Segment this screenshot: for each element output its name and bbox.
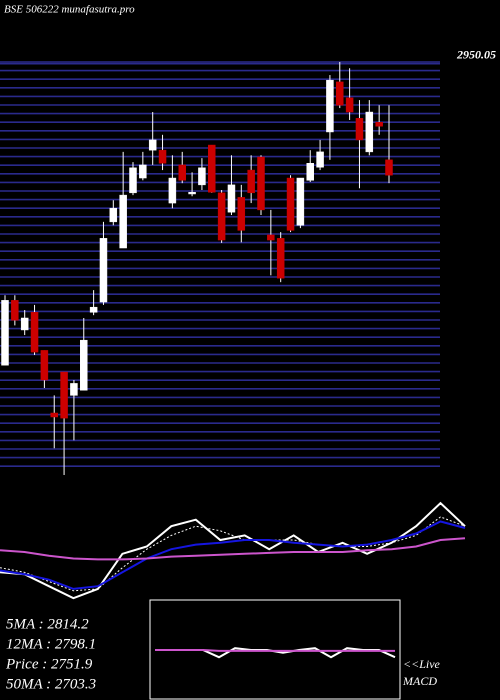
- candle-body: [20, 317, 29, 331]
- macd-title: MACD: [402, 674, 437, 688]
- candle-body: [80, 339, 88, 391]
- candle-body: [30, 312, 39, 353]
- y-tick-label: 2950.05: [456, 47, 496, 61]
- candle-body: [40, 350, 49, 381]
- candle-body: [70, 383, 78, 396]
- candle-body: [1, 300, 9, 366]
- candle-body: [198, 167, 206, 186]
- candle-body: [168, 177, 177, 204]
- indicator-line: [0, 516, 466, 592]
- indicator-line: [155, 649, 395, 652]
- candle-body: [99, 238, 108, 303]
- indicator-line: [0, 520, 466, 590]
- candle-body: [336, 81, 344, 106]
- candle-body: [316, 151, 324, 168]
- candle-body: [375, 122, 383, 127]
- candle-body: [345, 97, 354, 113]
- candle-body: [257, 156, 265, 211]
- candle-body: [119, 194, 127, 249]
- candle-body: [217, 192, 226, 241]
- candle-body: [188, 192, 196, 195]
- candle-body: [237, 197, 246, 231]
- candle-body: [267, 234, 275, 241]
- indicator-line: [0, 501, 466, 600]
- chart-title: BSE 506222 munafasutra.pro: [4, 4, 135, 16]
- candle-body: [129, 167, 137, 194]
- candle-body: [11, 300, 19, 321]
- candle-body: [148, 139, 157, 151]
- candle-body: [247, 169, 255, 194]
- candle-body: [139, 164, 147, 179]
- candle-body: [109, 207, 118, 223]
- candle-body: [306, 163, 314, 181]
- candle-body: [326, 79, 334, 133]
- candle-body: [158, 149, 167, 164]
- macd-frame: [149, 599, 401, 700]
- candle-body: [89, 306, 98, 313]
- candle-body: [365, 111, 374, 153]
- candle-body: [276, 238, 285, 279]
- candle-body: [385, 159, 393, 176]
- ma-label: 5MA : 2814.2: [6, 616, 89, 632]
- live-note: <<Live: [403, 657, 441, 671]
- ma-label: Price : 2751.9: [5, 656, 93, 672]
- candle-body: [227, 184, 236, 213]
- candle-body: [286, 177, 295, 231]
- candle-body: [355, 118, 364, 141]
- candle-body: [60, 371, 68, 419]
- ma-label: 12MA : 2798.1: [6, 636, 96, 652]
- candle-body: [50, 412, 58, 418]
- candle-body: [208, 144, 216, 193]
- indicator-line: [0, 537, 466, 561]
- ma-label: 50MA : 2703.3: [6, 676, 96, 692]
- candle-body: [296, 177, 305, 226]
- candle-body: [178, 164, 186, 181]
